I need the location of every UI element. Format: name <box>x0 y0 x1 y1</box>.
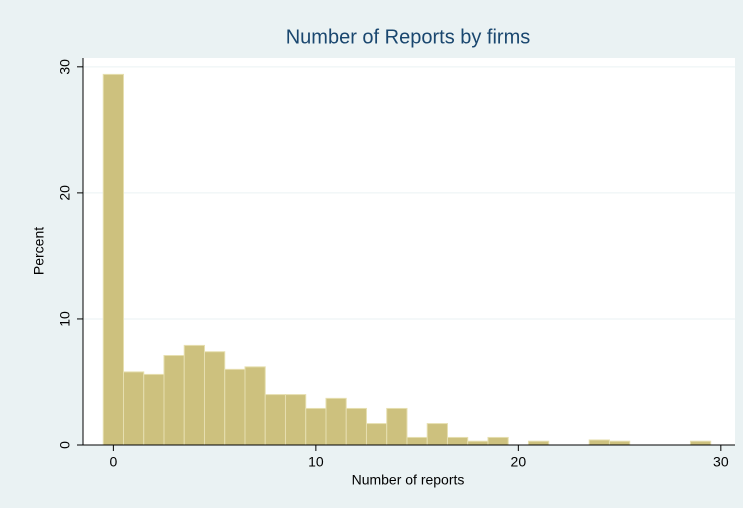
bar <box>467 440 489 446</box>
bar <box>122 371 145 446</box>
y-tick-label: 10 <box>57 311 73 327</box>
y-tick-label: 30 <box>57 59 73 75</box>
bar <box>527 440 550 446</box>
bar <box>264 394 286 446</box>
bar <box>305 407 327 446</box>
x-tick-label: 10 <box>308 454 324 470</box>
bar <box>426 423 448 446</box>
y-axis-label: Percent <box>31 227 47 275</box>
bar <box>446 436 469 446</box>
bar <box>608 440 631 446</box>
bar <box>689 440 712 446</box>
bar <box>284 394 307 446</box>
x-tick-label: 0 <box>109 454 117 470</box>
bar <box>143 373 165 446</box>
bar <box>163 354 185 446</box>
bar <box>244 366 266 446</box>
y-tick-label: 20 <box>57 185 73 201</box>
bar <box>487 436 509 446</box>
bar <box>325 397 347 446</box>
bar <box>224 368 246 446</box>
y-tick-label: 0 <box>57 441 73 449</box>
bar <box>365 423 388 446</box>
x-tick-label: 30 <box>713 454 729 470</box>
chart-title: Number of Reports by firms <box>286 26 531 48</box>
bar <box>406 436 428 446</box>
bar <box>203 351 226 446</box>
x-tick-label: 20 <box>511 454 527 470</box>
x-axis-label: Number of reports <box>352 472 465 488</box>
bar <box>386 407 408 446</box>
bar <box>102 73 124 446</box>
bar <box>183 344 205 446</box>
bar <box>588 439 610 446</box>
bar <box>345 407 367 446</box>
